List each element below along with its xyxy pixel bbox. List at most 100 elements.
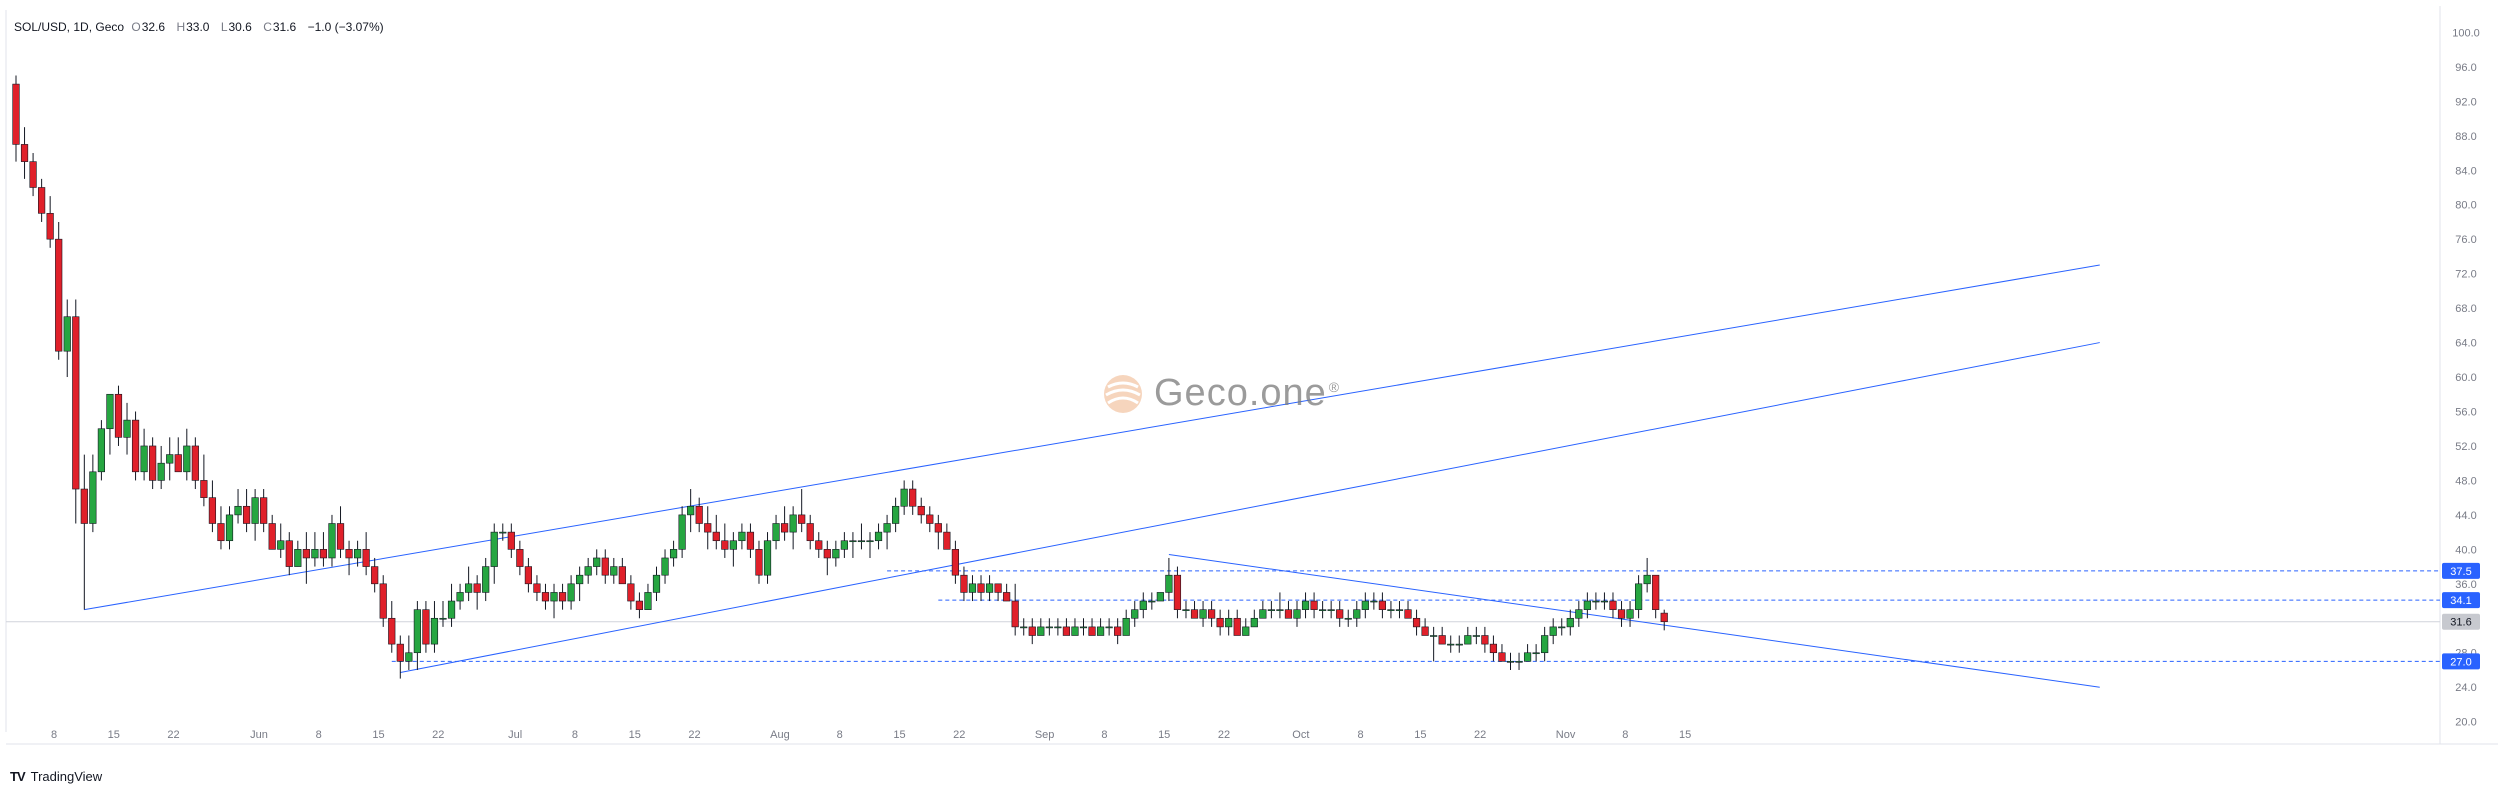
candle-body <box>89 471 97 524</box>
candle-body <box>1541 635 1549 654</box>
candle-body <box>55 238 63 352</box>
candle-body <box>1003 592 1011 602</box>
candle-body <box>302 549 310 559</box>
candle-body <box>516 549 524 567</box>
trendline <box>400 342 2100 674</box>
candle-body <box>857 540 866 543</box>
candle-body <box>977 583 985 593</box>
candle-body <box>1652 574 1660 610</box>
candle-body <box>1310 600 1318 610</box>
candle-body <box>482 566 490 593</box>
candle-body <box>832 549 840 559</box>
candle-body <box>1054 626 1062 629</box>
x-tick-label: 15 <box>1414 729 1426 741</box>
change-value: −1.0 (−3.07%) <box>307 20 384 34</box>
price-badge <box>2442 562 2480 579</box>
price-badge-label: 34.1 <box>2450 595 2471 607</box>
candle-body <box>80 488 88 524</box>
candle-body <box>738 531 746 542</box>
candle-body <box>234 505 242 516</box>
candle-body <box>131 419 140 473</box>
candle-body <box>618 566 626 585</box>
x-tick-label: Jul <box>508 729 522 741</box>
candle-body <box>447 600 456 619</box>
candle-body <box>97 428 105 473</box>
x-tick-label: 8 <box>837 729 843 741</box>
y-tick-label: 76.0 <box>2455 234 2476 246</box>
symbol-name: SOL/USD, 1D, Geco <box>14 20 125 34</box>
candle-body <box>669 549 678 559</box>
candle-body <box>1412 617 1421 628</box>
candle-body <box>892 505 900 524</box>
footer-brand[interactable]: TV TradingView <box>10 769 102 784</box>
candle-body <box>917 505 925 516</box>
x-tick-label: 15 <box>372 729 384 741</box>
candle-body <box>1301 600 1310 610</box>
candle-body <box>1319 609 1327 611</box>
candle-body <box>1515 661 1523 663</box>
candle-body <box>1361 600 1369 610</box>
candle-body <box>610 566 618 576</box>
candle-body <box>635 600 644 610</box>
candle-body <box>652 574 661 593</box>
x-tick-label: Aug <box>770 729 790 741</box>
x-tick-label: Nov <box>1556 729 1576 741</box>
y-tick-label: 92.0 <box>2455 96 2476 108</box>
trendline <box>84 264 2100 611</box>
candle-body <box>1583 600 1591 610</box>
candle-body <box>507 531 515 550</box>
candle-body <box>388 617 396 645</box>
candle-body <box>362 549 370 567</box>
price-badge <box>2442 653 2480 670</box>
x-tick-label: 15 <box>1158 729 1170 741</box>
candle-body <box>1609 600 1617 610</box>
candle-body <box>345 549 353 559</box>
candle-body <box>1626 609 1634 619</box>
candle-body <box>772 523 780 542</box>
candle-body <box>422 609 430 645</box>
candle-body <box>567 583 575 602</box>
candle-body <box>550 592 558 602</box>
candle-body <box>72 316 80 490</box>
candle-body <box>695 505 703 524</box>
candle-body <box>584 566 592 576</box>
candle-body <box>1096 626 1105 636</box>
candle-body <box>1600 600 1609 603</box>
grid-layer <box>5 6 2498 745</box>
y-tick-label: 80.0 <box>2455 200 2476 212</box>
candle-body <box>1028 626 1036 636</box>
axis-layer: 100.0 96.0 92.0 88.0 84.0 80.0 76.0 72.0 68.0 64.… <box>51 27 2480 741</box>
candle-body <box>1447 643 1455 646</box>
candle-body <box>968 583 977 593</box>
candle-body <box>1165 574 1173 593</box>
y-tick-label: 68.0 <box>2455 303 2476 315</box>
price-badge-label: 31.6 <box>2450 617 2471 629</box>
geco-watermark: Geco.one ® <box>1102 372 1339 415</box>
candle-body <box>712 531 720 542</box>
y-tick-label: 44.0 <box>2455 510 2476 522</box>
candle-body <box>721 540 729 550</box>
price-badge-label: 37.5 <box>2450 566 2471 578</box>
candle-body <box>1592 600 1600 603</box>
candle-body <box>294 549 302 567</box>
y-tick-label: 84.0 <box>2455 165 2476 177</box>
y-tick-label: 40.0 <box>2455 544 2476 556</box>
candle-body <box>533 583 541 593</box>
candle-body <box>174 454 182 473</box>
candle-body <box>576 574 584 585</box>
candle-body <box>63 316 71 352</box>
y-tick-label: 72.0 <box>2455 269 2476 281</box>
candle-body <box>1199 609 1207 619</box>
candle-layer <box>12 75 1668 679</box>
candle-body <box>260 497 268 524</box>
x-tick-label: 22 <box>1218 729 1230 741</box>
x-tick-label: 22 <box>167 729 179 741</box>
candle-body <box>951 549 959 576</box>
x-tick-label: 8 <box>572 729 578 741</box>
candle-body <box>806 523 814 542</box>
candle-body <box>29 161 37 188</box>
candle-body <box>661 557 669 576</box>
candle-body <box>704 523 712 533</box>
